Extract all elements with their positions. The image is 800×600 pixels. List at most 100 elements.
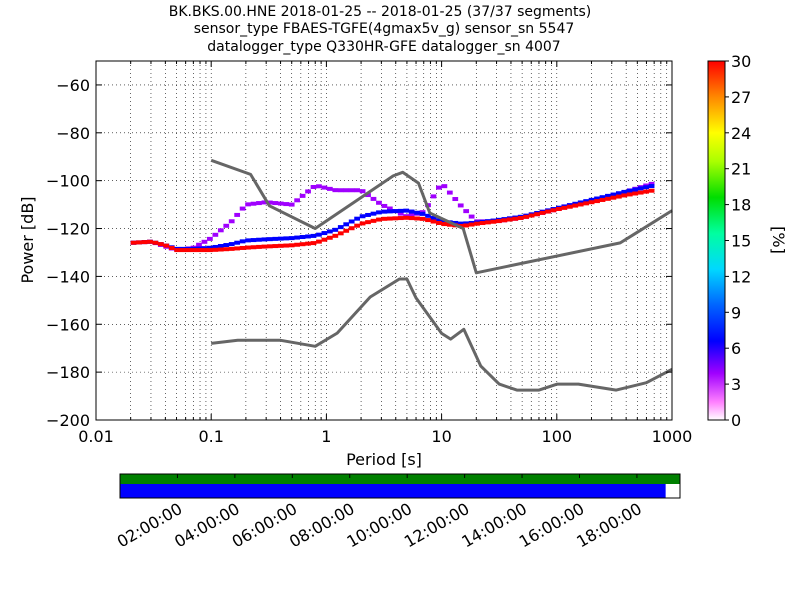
psd-cell — [365, 193, 371, 198]
psd-cell — [245, 245, 251, 250]
colorbar-tick-label: 15 — [731, 232, 751, 251]
psd-cell — [261, 200, 268, 205]
psd-cell — [441, 184, 448, 189]
x-tick-label: 0.1 — [198, 427, 223, 446]
psd-cell — [577, 202, 584, 207]
psd-cell — [577, 200, 584, 205]
psd-cell — [316, 184, 322, 189]
psd-cell — [621, 193, 628, 198]
psd-cell — [643, 189, 650, 194]
colorbar-tick-label: 18 — [731, 196, 751, 215]
psd-cell — [326, 229, 333, 234]
psd-cell — [283, 202, 290, 207]
psd-cell — [343, 228, 350, 233]
coverage-data-bar — [120, 474, 680, 484]
psd-cell — [572, 203, 579, 208]
psd-cell — [272, 201, 279, 206]
psd-cell — [621, 189, 628, 194]
psd-cell — [430, 194, 437, 199]
psd-cell — [250, 238, 257, 243]
psd-cell — [223, 247, 230, 252]
psd-cell — [305, 241, 311, 246]
psd-cell — [496, 219, 502, 224]
psd-cell — [234, 212, 241, 217]
psd-cell — [479, 221, 486, 226]
psd-cell — [359, 189, 366, 194]
psd-cell — [626, 192, 633, 197]
coverage-timeline: 02:00:0004:00:0006:00:0008:00:0010:00:00… — [114, 473, 681, 551]
psd-cell — [446, 190, 453, 195]
psd-cell — [288, 202, 295, 207]
psd-cell — [632, 191, 639, 196]
psd-cell — [615, 194, 622, 199]
psd-cell — [207, 236, 213, 241]
psd-cell — [376, 217, 382, 222]
psd-cell — [594, 196, 600, 201]
psd-cell — [245, 238, 251, 243]
psd-cell — [337, 188, 344, 193]
psd-cell — [234, 246, 241, 251]
psd-cell — [430, 216, 437, 221]
psd-cell — [217, 228, 224, 233]
colorbar-ticks: 0 3 6 9 12 15 18 21 24 27 30 — [725, 52, 751, 430]
psd-cell — [288, 243, 295, 248]
psd-cell — [397, 216, 404, 221]
psd-cell — [441, 222, 448, 227]
colorbar-tick-label: 6 — [731, 339, 741, 358]
psd-cell — [228, 219, 235, 224]
psd-cell — [272, 236, 279, 241]
psd-cell — [267, 244, 273, 249]
psd-cell — [528, 213, 535, 218]
psd-cell — [250, 245, 257, 250]
psd-cell — [310, 241, 317, 246]
psd-cell — [370, 196, 377, 201]
psd-cell — [196, 242, 202, 247]
psd-cell — [648, 184, 655, 189]
psd-cell — [386, 206, 393, 211]
y-tick-label: −160 — [46, 315, 90, 334]
y-tick-label: −120 — [46, 220, 90, 239]
psd-cell — [381, 203, 388, 208]
psd-cell — [365, 220, 371, 225]
psd-cell — [316, 239, 322, 244]
colorbar-label: [%] — [769, 226, 788, 254]
psd-cell — [626, 188, 633, 193]
psd-cell — [397, 208, 404, 213]
title-line-2: sensor_type FBAES-TGFE(4gmax5v_g) sensor… — [194, 21, 575, 37]
figure-title: BK.BKS.00.HNE 2018-01-25 -- 2018-01-25 (… — [169, 4, 592, 55]
psd-cell — [359, 221, 366, 226]
psd-cell — [310, 233, 317, 238]
psd-cell — [637, 190, 644, 195]
psd-cell — [228, 246, 235, 251]
psd-cell — [299, 235, 306, 240]
psd-cell — [343, 222, 350, 227]
psd-cell — [157, 242, 164, 247]
psd-cell — [283, 236, 290, 241]
psd-cell — [408, 216, 415, 221]
psd-cell — [185, 248, 191, 253]
colorbar-tick-label: 30 — [731, 52, 751, 71]
psd-cell — [457, 203, 464, 208]
psd-cell — [212, 232, 219, 237]
psd-cell — [337, 225, 344, 230]
psd-cell — [408, 213, 415, 218]
psd-cell — [376, 210, 382, 215]
colorbar-tick-label: 0 — [731, 411, 741, 430]
timeline-tick-label: 08:00:00 — [286, 499, 358, 551]
psd-cell — [141, 240, 148, 245]
plot-background — [96, 61, 672, 420]
psd-cell — [381, 209, 388, 214]
psd-cell — [277, 201, 284, 206]
psd-cell — [512, 216, 519, 221]
psd-cell — [321, 237, 328, 242]
psd-cell — [343, 188, 350, 193]
timeline-tick-label: 10:00:00 — [343, 499, 415, 551]
psd-cell — [457, 221, 464, 226]
y-tick-label: −180 — [46, 363, 90, 382]
timeline-tick-label: 12:00:00 — [401, 499, 473, 551]
timeline-tick-label: 14:00:00 — [458, 499, 530, 551]
psd-cell — [228, 242, 235, 247]
psd-cell — [386, 216, 393, 221]
psd-cell — [337, 231, 344, 236]
psd-cell — [534, 212, 540, 217]
